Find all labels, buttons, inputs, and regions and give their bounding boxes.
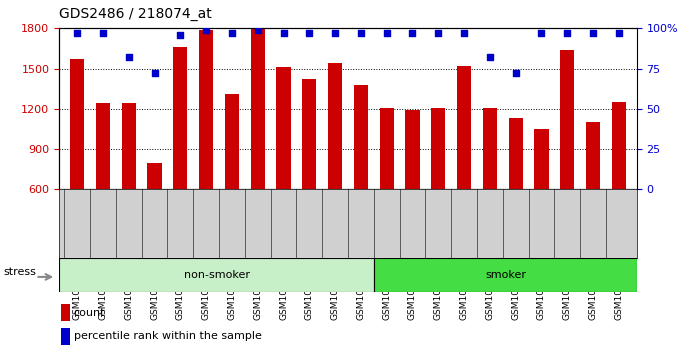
Bar (560, 50, 574, 189)
Point (252, 27, 263, 33)
Bar (431, 108, 445, 189)
Point (175, 32, 186, 38)
Text: smoker: smoker (485, 270, 526, 280)
Text: non-smoker: non-smoker (184, 270, 250, 280)
Point (97, 30, 109, 36)
Text: percentile rank within the sample: percentile rank within the sample (74, 331, 262, 341)
Point (407, 30, 418, 36)
Point (200, 27, 212, 33)
Bar (535, 129, 548, 189)
Text: GDS2486 / 218074_at: GDS2486 / 218074_at (59, 7, 212, 21)
Point (459, 30, 470, 36)
Bar (173, 47, 187, 189)
Bar (457, 66, 471, 189)
Point (613, 30, 624, 36)
Bar (302, 79, 317, 189)
Bar (405, 110, 420, 189)
Bar (509, 118, 523, 189)
Bar (148, 162, 161, 189)
Bar (199, 30, 213, 189)
Bar (612, 102, 626, 189)
Bar (61, 328, 70, 344)
Bar (251, 28, 265, 189)
Point (484, 55, 496, 60)
Point (329, 30, 340, 36)
Point (381, 30, 393, 36)
Bar (59, 258, 374, 292)
Bar (70, 59, 84, 189)
Point (356, 30, 367, 36)
Point (278, 30, 289, 36)
Bar (379, 108, 394, 189)
Point (510, 70, 521, 76)
Bar (354, 85, 368, 189)
Point (72, 30, 83, 36)
Bar (96, 103, 110, 189)
Text: stress: stress (3, 267, 36, 277)
Bar (586, 122, 600, 189)
Point (149, 70, 160, 76)
Point (303, 30, 315, 36)
Bar (276, 67, 291, 189)
Point (587, 30, 599, 36)
Bar (225, 94, 239, 189)
Point (536, 30, 547, 36)
Text: count: count (74, 308, 105, 318)
Bar (328, 63, 342, 189)
Bar (61, 304, 70, 321)
Point (562, 30, 573, 36)
Point (226, 30, 237, 36)
Bar (483, 108, 497, 189)
Point (433, 30, 444, 36)
Bar (122, 103, 136, 189)
Bar (374, 258, 637, 292)
Point (123, 55, 134, 60)
